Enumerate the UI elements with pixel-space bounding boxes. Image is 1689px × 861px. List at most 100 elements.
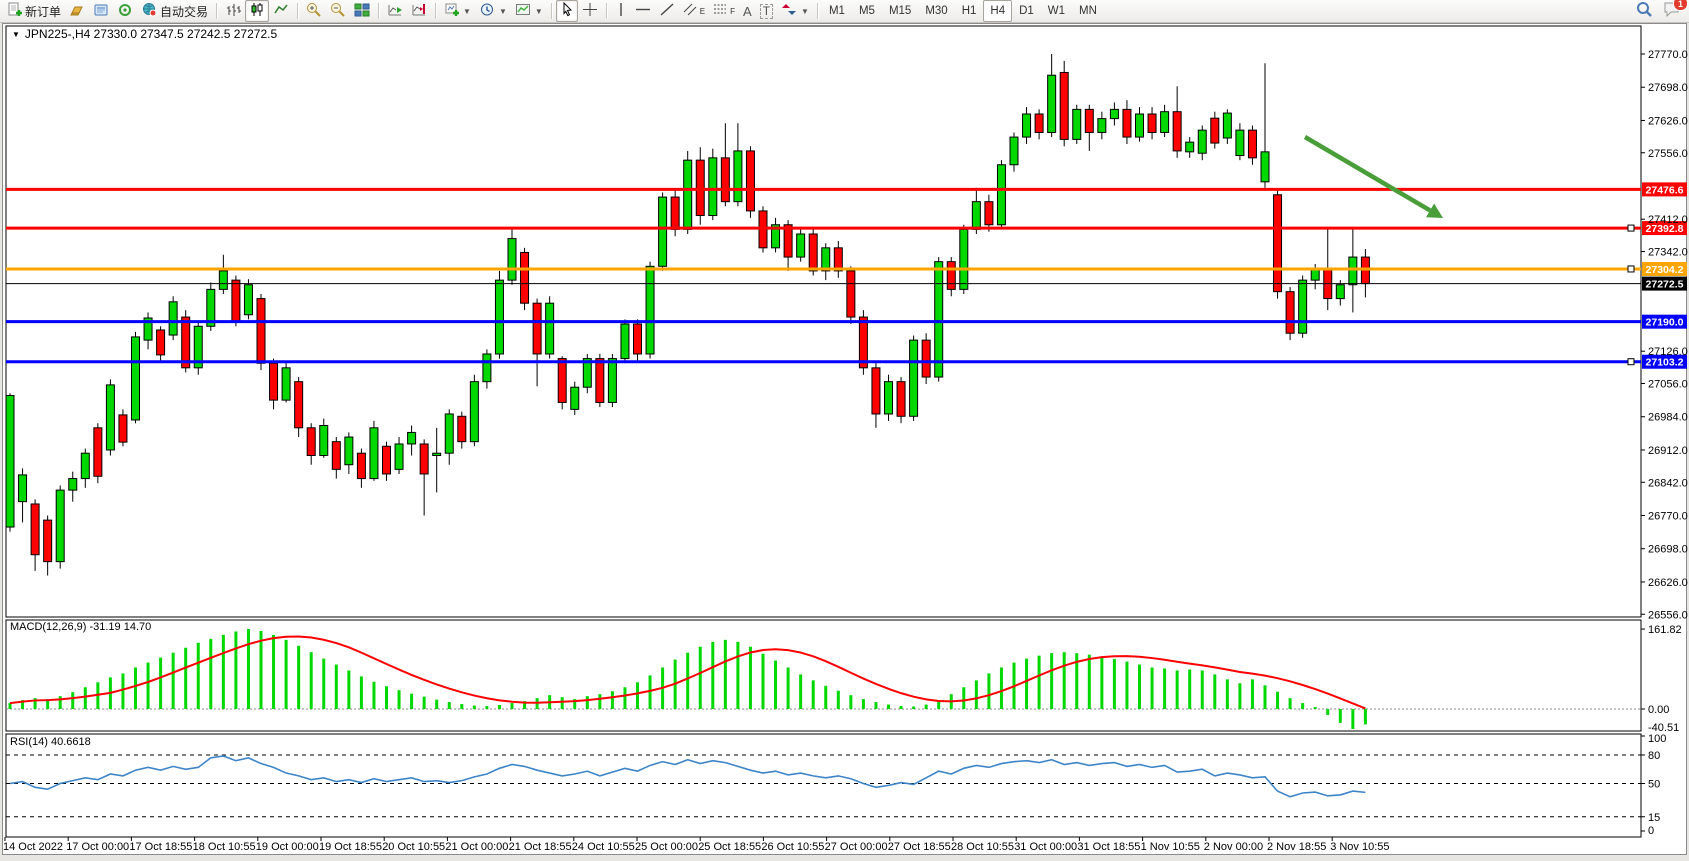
svg-text:1 Nov 10:55: 1 Nov 10:55: [1141, 841, 1200, 853]
market-watch-button[interactable]: [89, 0, 113, 22]
chevron-down-icon: ▼: [801, 6, 809, 16]
trendline-button[interactable]: [655, 0, 679, 22]
template-icon: [515, 2, 531, 20]
svg-text:27126.0: 27126.0: [1648, 346, 1688, 358]
svg-text:0: 0: [1648, 825, 1654, 837]
timeframe-w1-button[interactable]: W1: [1047, 5, 1066, 17]
notification-badge: 1: [1673, 0, 1688, 11]
equidistant-channel-icon: [683, 2, 697, 20]
gold-button[interactable]: [65, 0, 89, 22]
svg-text:27304.2: 27304.2: [1646, 264, 1684, 276]
main-toolbar: 新订单 自动交易 ▼ ▼: [0, 0, 1689, 23]
svg-text:27412.0: 27412.0: [1648, 214, 1688, 226]
horizontal-line-button[interactable]: [631, 0, 655, 22]
timeframe-m1-button[interactable]: M1: [828, 5, 845, 17]
timeframe-m5-button[interactable]: M5: [858, 5, 875, 17]
text-button[interactable]: A: [739, 0, 756, 22]
bar-chart-icon: [225, 2, 242, 20]
chart-dropdown-arrow-icon[interactable]: ▼: [12, 29, 20, 39]
crosshair-icon: [582, 2, 598, 20]
time-axis[interactable]: 14 Oct 2022 17 Oct 00:00 17 Oct 18:55 18 Oc…: [3, 837, 1390, 853]
timeframe-d1-button[interactable]: D1: [1019, 5, 1034, 17]
channel-button[interactable]: E: [679, 0, 709, 22]
zoom-in-icon: [306, 2, 322, 20]
svg-text:26984.0: 26984.0: [1648, 412, 1688, 424]
timeframe-h4-button[interactable]: H4: [983, 0, 1013, 22]
timeframe-m15-button[interactable]: M15: [888, 5, 912, 17]
trend-arrow[interactable]: [1303, 135, 1443, 218]
autotrading-button[interactable]: 自动交易: [137, 0, 212, 22]
timeframe-mn-button[interactable]: MN: [1079, 5, 1097, 17]
rsi-line: [9, 755, 1366, 798]
bar-chart-button[interactable]: [221, 0, 245, 22]
line-chart-icon: [273, 2, 289, 20]
svg-text:3 Nov 10:55: 3 Nov 10:55: [1330, 841, 1389, 853]
timeframe-m30-button[interactable]: M30: [925, 5, 948, 17]
svg-text:14 Oct 2022: 14 Oct 2022: [3, 841, 63, 853]
price-badges: 27476.6 27392.8 27304.2 27272.5 27190.0 27103…: [1642, 182, 1687, 369]
auto-scroll-button[interactable]: [383, 0, 407, 22]
svg-text:27392.8: 27392.8: [1646, 223, 1684, 235]
fibonacci-button[interactable]: F: [709, 0, 739, 22]
notifications-button[interactable]: 1: [1663, 0, 1688, 22]
svg-text:26 Oct 10:55: 26 Oct 10:55: [761, 841, 824, 853]
timeframe-h1-button[interactable]: H1: [961, 5, 977, 17]
crosshair-button[interactable]: [578, 0, 602, 22]
chevron-down-icon: ▼: [498, 6, 507, 16]
svg-text:21 Oct 18:55: 21 Oct 18:55: [509, 841, 572, 853]
line-chart-button[interactable]: [269, 0, 293, 22]
macd-panel: 161.82 0.00 -40.51: [6, 624, 1682, 734]
cursor-button[interactable]: [555, 0, 578, 22]
toolbar-separator: [550, 3, 552, 19]
svg-text:2 Nov 00:00: 2 Nov 00:00: [1204, 841, 1263, 853]
svg-text:19 Oct 00:00: 19 Oct 00:00: [256, 841, 319, 853]
svg-text:27476.6: 27476.6: [1646, 184, 1684, 196]
svg-text:27556.0: 27556.0: [1648, 148, 1688, 160]
signal-icon: [117, 3, 133, 20]
svg-text:27272.5: 27272.5: [1646, 279, 1684, 291]
svg-text:27 Oct 00:00: 27 Oct 00:00: [825, 841, 888, 853]
svg-text:21 Oct 00:00: 21 Oct 00:00: [445, 841, 508, 853]
arrows-button[interactable]: ▼: [777, 0, 813, 22]
svg-text:27190.0: 27190.0: [1646, 317, 1684, 329]
templates-button[interactable]: ▼: [511, 0, 547, 22]
search-icon[interactable]: [1636, 1, 1653, 23]
text-label-button[interactable]: T: [756, 0, 777, 22]
new-order-button[interactable]: 新订单: [3, 0, 65, 22]
text-tool-letter: A: [743, 3, 752, 19]
toolbar-right-group: 1: [1636, 0, 1688, 23]
vertical-line-button[interactable]: [611, 0, 631, 22]
chart-shift-button[interactable]: [407, 0, 431, 22]
zoom-in-button[interactable]: [302, 0, 326, 22]
zoom-out-icon: [330, 2, 346, 20]
rsi-panel: 100 80 50 150: [6, 733, 1666, 837]
autotrading-globe-icon: [141, 2, 157, 20]
cursor-arrow-icon: [560, 1, 574, 20]
horizontal-lines[interactable]: [6, 187, 1641, 366]
periods-button[interactable]: ▼: [475, 0, 511, 22]
zoom-out-button[interactable]: [326, 0, 350, 22]
chart-title: ▼ JPN225-,H4 27330.0 27347.5 27242.5 272…: [12, 27, 277, 41]
label-tool-letter: T: [759, 3, 774, 19]
signal-button[interactable]: [113, 0, 137, 22]
tile-windows-button[interactable]: [350, 0, 374, 22]
new-order-icon: [7, 2, 22, 20]
rsi-indicator-label: RSI(14) 40.6618: [10, 736, 91, 748]
autotrading-label: 自动交易: [160, 4, 209, 19]
svg-text:27770.0: 27770.0: [1648, 49, 1688, 61]
svg-text:31 Oct 18:55: 31 Oct 18:55: [1077, 841, 1140, 853]
price-axis[interactable]: 27770.0 27698.0 27626.0 27556.0 27412.0 27342…: [1641, 49, 1688, 621]
svg-text:27698.0: 27698.0: [1648, 82, 1688, 94]
svg-text:25 Oct 00:00: 25 Oct 00:00: [635, 841, 698, 853]
svg-text:50: 50: [1648, 779, 1660, 791]
macd-signal-line: [9, 635, 1366, 710]
candlestick-chart-button[interactable]: [245, 0, 270, 22]
svg-text:0.00: 0.00: [1648, 704, 1669, 716]
horizontal-line-icon: [635, 2, 651, 20]
svg-text:80: 80: [1648, 750, 1660, 762]
new-chart-button[interactable]: ▼: [440, 0, 475, 22]
toolbar-separator: [605, 3, 607, 19]
chevron-down-icon: ▼: [534, 6, 543, 16]
chart-title-text: JPN225-,H4 27330.0 27347.5 27242.5 27272…: [24, 27, 278, 41]
